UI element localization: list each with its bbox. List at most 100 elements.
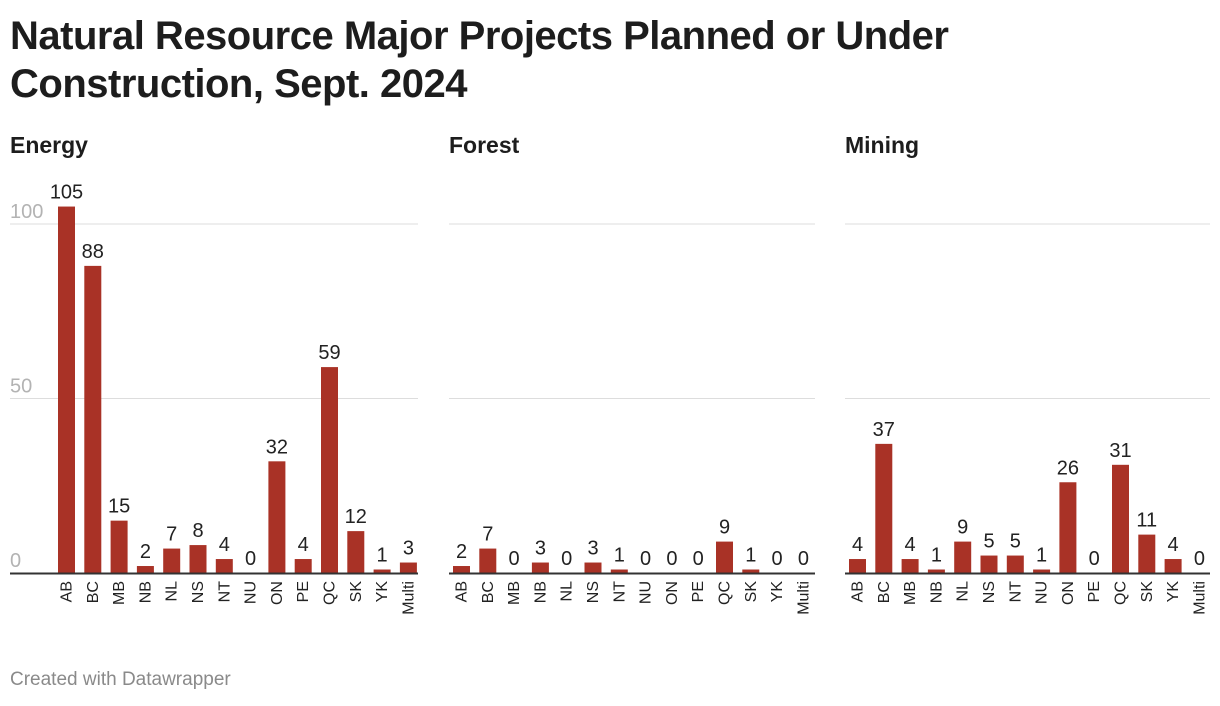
panel-forest-category-label: BC	[480, 581, 497, 603]
panel-forest-value-label: 3	[535, 538, 546, 560]
panel-mining-category-label: NU	[1034, 581, 1051, 604]
panel-energy-value-label: 4	[298, 534, 309, 556]
panel-energy-value-label: 15	[108, 496, 130, 518]
panel-mining-category-label: NB	[928, 581, 945, 603]
panel-energy-value-label: 8	[192, 520, 203, 542]
panel-forest-value-label: 7	[482, 524, 493, 546]
panel-mining-value-label: 1	[931, 545, 942, 567]
panel-energy-category-label: NT	[216, 581, 233, 603]
panel-energy-bar-multi	[399, 562, 417, 573]
panel-forest-category-label: ON	[664, 581, 681, 605]
panel-energy-title: Energy	[10, 132, 88, 158]
panel-mining-category-label: AB	[850, 581, 867, 602]
panel-mining-value-label: 4	[1168, 534, 1179, 556]
panel-energy-bar-pe	[294, 559, 312, 573]
panel-forest-value-label: 0	[640, 548, 651, 570]
footer-credit[interactable]: Created with Datawrapper	[10, 669, 231, 690]
panel-forest-bar-bc	[479, 548, 497, 573]
panel-energy-category-label: SK	[348, 581, 365, 603]
panel-mining-category-label: SK	[1139, 581, 1156, 603]
panel-mining-bar-qc	[1112, 464, 1129, 573]
panel-forest-bar-sk	[742, 569, 760, 573]
panel-forest-category-label: AB	[454, 581, 471, 602]
panel-energy-bar-nb	[136, 566, 154, 573]
panel-forest-bar-qc	[716, 541, 733, 573]
panel-forest-category-label: SK	[743, 581, 760, 603]
panel-mining-value-label: 37	[873, 419, 895, 441]
panel-energy-value-label: 4	[219, 534, 230, 556]
panel-forest-value-label: 0	[798, 548, 809, 570]
panel-energy-value-label: 3	[403, 538, 414, 560]
chart-title: Natural Resource Major Projects Planned …	[10, 14, 949, 106]
panel-energy-value-label: 7	[166, 524, 177, 546]
panel-forest-bar-ab	[453, 566, 470, 573]
panel-mining-value-label: 26	[1057, 457, 1079, 479]
panel-energy-value-label: 59	[318, 342, 340, 364]
panel-forest-category-label: QC	[717, 581, 734, 605]
panel-energy-category-label: PE	[295, 581, 312, 602]
panel-forest-value-label: 1	[745, 545, 756, 567]
panel-energy-value-label: 12	[345, 506, 367, 528]
panel-mining-bar-sk	[1138, 534, 1156, 573]
panel-forest-category-label: NS	[585, 581, 602, 603]
y-tick-label: 0	[10, 550, 21, 572]
panel-energy-category-label: Multi	[400, 581, 417, 615]
panel-mining-value-label: 31	[1109, 440, 1131, 462]
panel-mining-category-label: QC	[1113, 581, 1130, 605]
panel-energy-category-label: NS	[190, 581, 207, 603]
panel-energy-category-label: MB	[111, 581, 128, 605]
panel-forest-value-label: 0	[561, 548, 572, 570]
panel-mining-bar-ab	[849, 559, 866, 573]
panel-forest-category-label: NL	[559, 581, 576, 602]
panel-mining-bar-yk	[1164, 559, 1182, 573]
panel-forest-value-label: 0	[693, 548, 704, 570]
panel-mining-category-label: PE	[1086, 581, 1103, 602]
panel-energy-bar-on	[268, 461, 286, 573]
panel-energy-category-label: NB	[137, 581, 154, 603]
panel-energy-bar-yk	[373, 569, 391, 573]
panel-forest-title: Forest	[449, 132, 520, 158]
panel-mining-category-label: NS	[981, 581, 998, 603]
panel-forest-category-label: MB	[506, 581, 523, 605]
panel-energy-category-label: NU	[243, 581, 260, 604]
panel-mining-bar-nu	[1033, 569, 1051, 573]
panel-energy-category-label: YK	[374, 581, 391, 603]
panel-energy-bar-qc	[321, 367, 338, 573]
panel-forest-category-label: NU	[638, 581, 655, 604]
panel-energy-category-label: AB	[59, 581, 76, 602]
panel-energy-value-label: 88	[82, 241, 104, 263]
panel-mining-value-label: 1	[1036, 545, 1047, 567]
panel-energy-bar-nt	[215, 559, 233, 573]
y-tick-label: 50	[10, 376, 32, 398]
panel-mining-value-label: 5	[1010, 531, 1021, 553]
panel-mining-bar-mb	[901, 559, 919, 573]
panel-energy-category-label: NL	[164, 581, 181, 602]
panel-energy-category-label: BC	[85, 581, 102, 603]
panel-energy-value-label: 0	[245, 548, 256, 570]
panel-mining-bar-bc	[875, 443, 893, 573]
panel-forest-category-label: YK	[769, 581, 786, 603]
panel-forest-bar-nb	[531, 562, 549, 573]
panel-mining-bar-nb	[927, 569, 945, 573]
panel-mining-bar-on	[1059, 482, 1077, 573]
panel-mining-category-label: MB	[902, 581, 919, 605]
panel-mining-value-label: 4	[852, 534, 863, 556]
panel-energy-bar-sk	[347, 531, 365, 573]
panel-forest-value-label: 1	[614, 545, 625, 567]
panel-mining-title: Mining	[845, 132, 919, 158]
panel-energy-value-label: 105	[50, 182, 83, 204]
panel-forest-value-label: 2	[456, 541, 467, 563]
panel-mining-category-label: NL	[955, 581, 972, 602]
panel-energy-bar-bc	[84, 265, 102, 573]
panel-mining-category-label: NT	[1007, 581, 1024, 603]
panel-energy-bar-mb	[110, 520, 128, 573]
panel-forest-category-label: Multi	[795, 581, 812, 615]
panel-forest-category-label: NT	[611, 581, 628, 603]
panel-energy-bar-ab	[58, 206, 75, 574]
panel-mining-bar-nt	[1006, 555, 1024, 573]
panel-forest-category-label: PE	[690, 581, 707, 602]
panel-energy-category-label: QC	[322, 581, 339, 605]
panel-mining-value-label: 0	[1089, 548, 1100, 570]
panel-mining-category-label: Multi	[1191, 581, 1208, 615]
